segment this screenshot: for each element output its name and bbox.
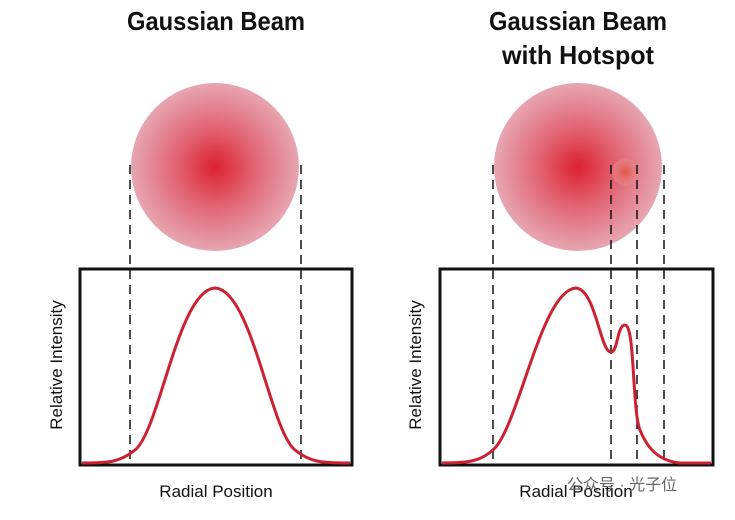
beam-spot — [131, 83, 299, 251]
plot-frame — [78, 267, 354, 467]
panel-title: Gaussian Beam — [489, 6, 667, 36]
panel-title: Gaussian Beam — [127, 6, 305, 36]
x-axis-label: Radial Position — [159, 482, 272, 501]
panel-title: with Hotspot — [501, 40, 654, 70]
intensity-curve — [81, 286, 351, 465]
x-axis-label: Radial Position — [519, 482, 632, 501]
hotspot — [612, 159, 638, 185]
beam-spot — [494, 83, 662, 251]
y-axis-label: Relative Intensity — [47, 300, 66, 430]
intensity-curve — [441, 286, 711, 465]
plot-frame — [438, 267, 715, 467]
watermark: 公众号 · 光子位 — [567, 476, 677, 494]
y-axis-label: Relative Intensity — [406, 300, 425, 430]
